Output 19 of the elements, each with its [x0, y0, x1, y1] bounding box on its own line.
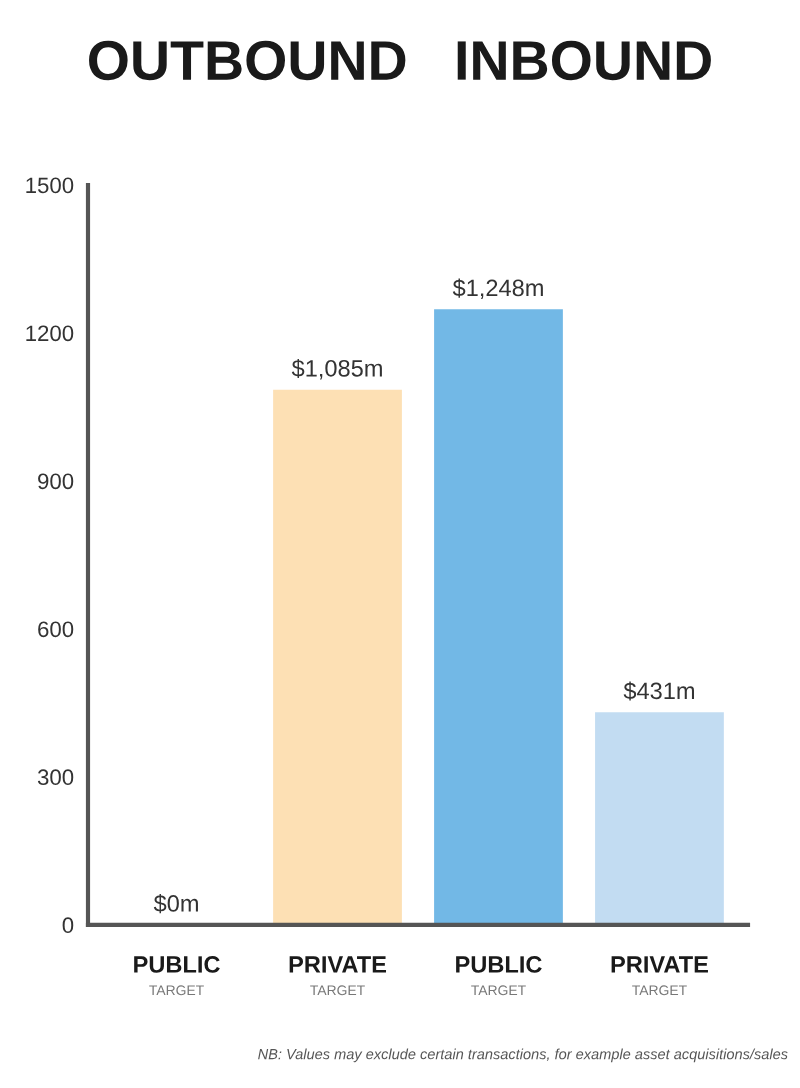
x-tick-label: PUBLIC TARGET	[456, 956, 542, 996]
bar	[595, 712, 724, 925]
data-label: $1,248m	[452, 278, 543, 300]
x-tick-label: PRIVATE TARGET	[289, 956, 387, 996]
data-label: $0m	[153, 894, 198, 914]
chart-title: OUTBOUND INBOUND	[89, 40, 711, 81]
y-tick-label: 300	[37, 769, 74, 786]
bar	[273, 389, 402, 925]
y-tick-label: 0	[62, 917, 74, 934]
y-tick-label: 600	[38, 621, 74, 638]
y-tick-label: 1200	[26, 325, 74, 342]
y-tick-label: 1500	[26, 177, 74, 194]
x-tick-label: PUBLIC TARGET	[134, 956, 220, 996]
data-label: $431m	[623, 681, 695, 701]
x-tick-label: PRIVATE TARGET	[611, 956, 708, 996]
data-label: $1,085m	[291, 358, 382, 380]
bar	[434, 309, 563, 925]
y-tick-label: 900	[38, 473, 74, 490]
text: NB: Values may exclude certain transactions, for example asset acquisitions/sales	[258, 1048, 788, 1063]
